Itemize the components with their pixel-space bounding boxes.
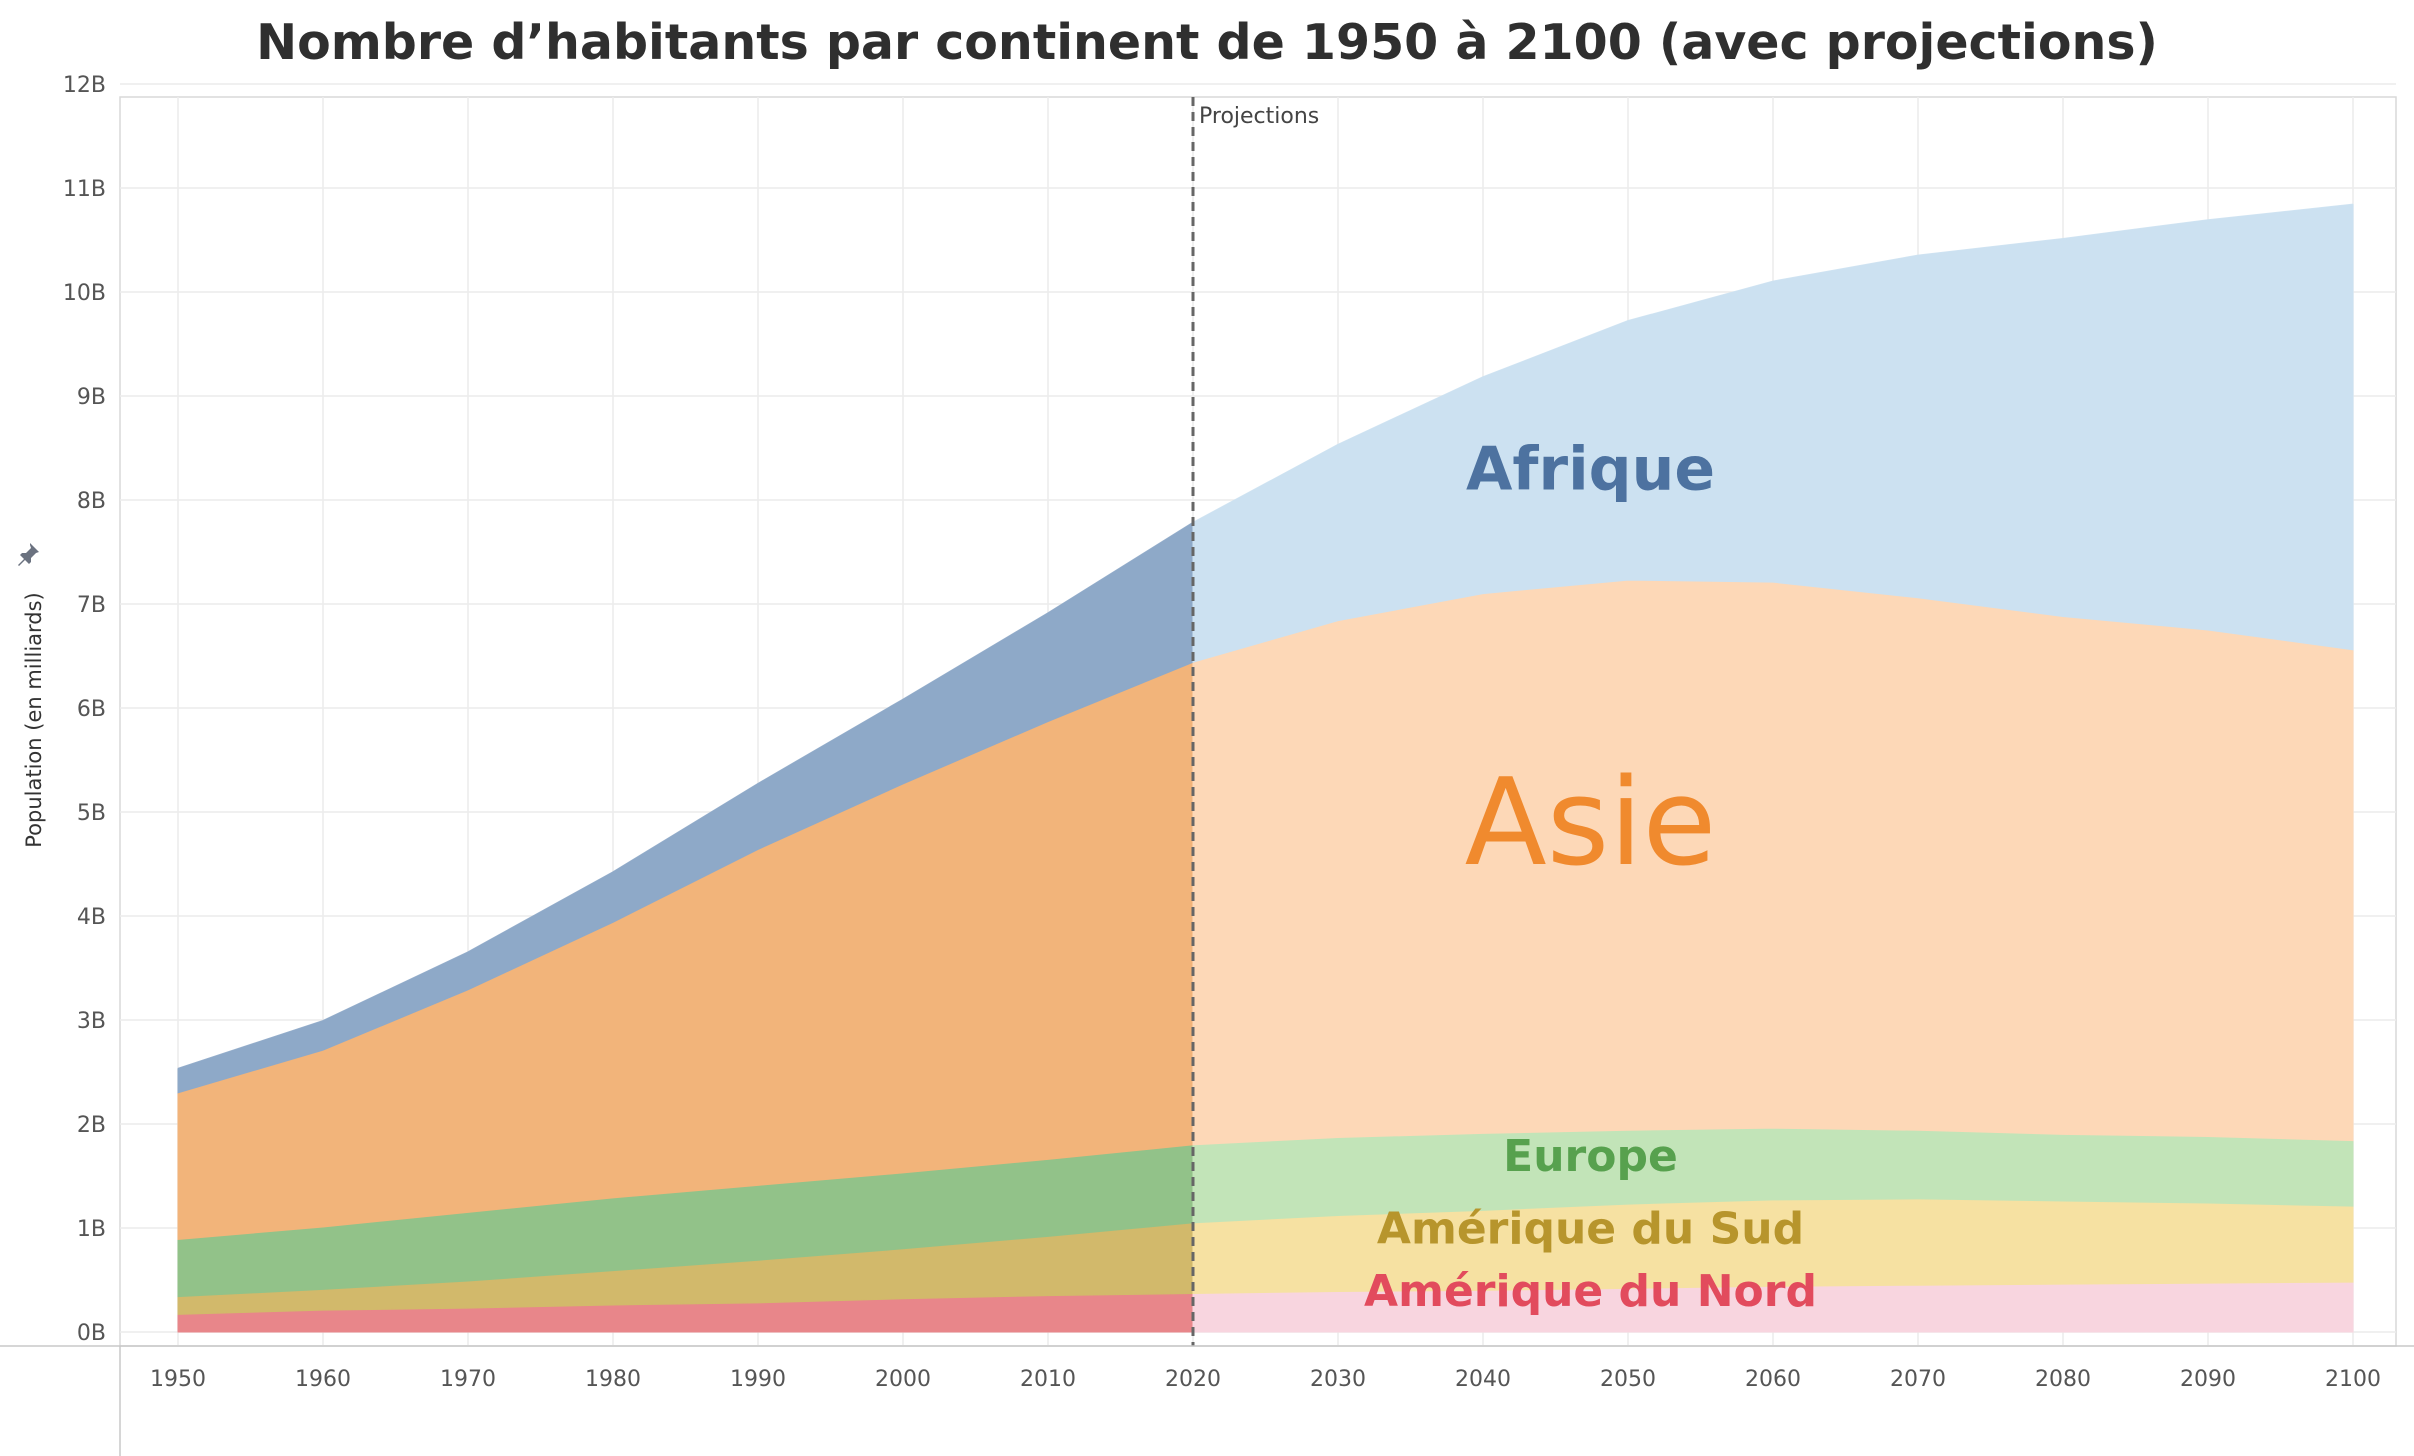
area-asie-historical	[177, 661, 1194, 1240]
y-tick-label: 5B	[77, 801, 106, 826]
y-tick-label: 10B	[63, 281, 106, 306]
y-tick-label: 11B	[63, 177, 106, 202]
x-tick-label: 2040	[1455, 1367, 1511, 1392]
x-tick-label: 2020	[1165, 1367, 1221, 1392]
y-tick-label: 2B	[77, 1113, 106, 1138]
series-label: Amérique du Nord	[1364, 1266, 1817, 1317]
y-axis-label: Population (en milliards)	[22, 592, 46, 848]
chart-title: Nombre d’habitants par continent de 1950…	[256, 14, 2158, 71]
x-tick-label: 2050	[1600, 1367, 1656, 1392]
x-tick-label: 2070	[1890, 1367, 1946, 1392]
y-tick-label: 4B	[77, 905, 106, 930]
x-tick-label: 2090	[2180, 1367, 2236, 1392]
y-tick-label: 8B	[77, 489, 106, 514]
x-tick-label: 1960	[295, 1367, 351, 1392]
area-afrique-projection-edge	[1192, 203, 2354, 524]
x-tick-label: 2060	[1745, 1367, 1801, 1392]
pin-icon[interactable]	[14, 540, 42, 568]
x-tick-label: 2000	[875, 1367, 931, 1392]
series-label: Asie	[1465, 754, 1717, 893]
series-label: Europe	[1503, 1131, 1678, 1182]
area-afrique-historical-edge	[177, 522, 1194, 1070]
x-tick-label: 2100	[2325, 1367, 2381, 1392]
x-tick-label: 1970	[440, 1367, 496, 1392]
x-tick-label: 2030	[1310, 1367, 1366, 1392]
y-tick-label: 3B	[77, 1009, 106, 1034]
projection-label: Projections	[1199, 104, 1319, 129]
series-label: Afrique	[1466, 435, 1715, 505]
x-tick-label: 1980	[585, 1367, 641, 1392]
area-asie-projection	[1192, 579, 2354, 1146]
y-tick-label: 6B	[77, 697, 106, 722]
series-label: Amérique du Sud	[1377, 1204, 1804, 1255]
x-tick-label: 1990	[730, 1367, 786, 1392]
x-tick-label: 2010	[1020, 1367, 1076, 1392]
y-tick-label: 9B	[77, 385, 106, 410]
x-tick-label: 1950	[150, 1367, 206, 1392]
y-tick-label: 1B	[77, 1217, 106, 1242]
x-tick-label: 2080	[2035, 1367, 2091, 1392]
y-tick-label: 0B	[77, 1321, 106, 1346]
y-tick-label: 12B	[63, 73, 106, 98]
y-axis-label-wrapper: Population (en milliards)	[6, 560, 62, 880]
y-tick-label: 7B	[77, 593, 106, 618]
